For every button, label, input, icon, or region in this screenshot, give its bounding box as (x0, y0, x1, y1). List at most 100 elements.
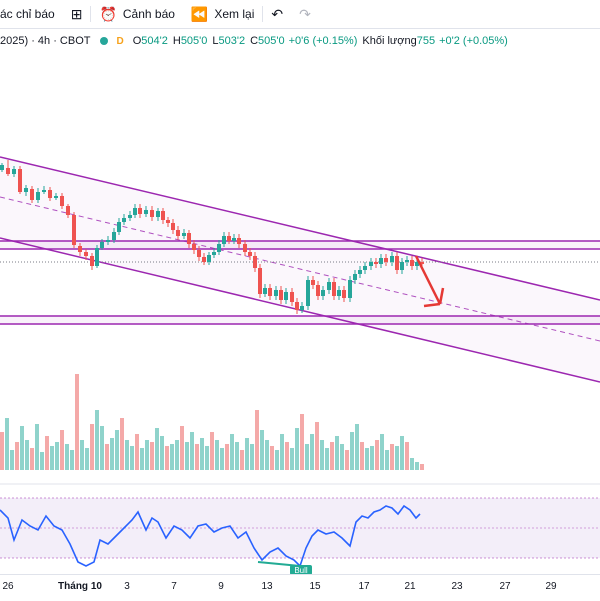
candle-body (395, 256, 399, 270)
candle-body (106, 240, 110, 242)
candle-body (207, 255, 211, 262)
volume-bar (325, 448, 329, 470)
replay-label: Xem lại (214, 7, 255, 21)
time-axis-tick: 23 (451, 581, 463, 592)
volume-bar (385, 450, 389, 470)
candle-body (353, 274, 357, 280)
time-axis-tick: 3 (124, 581, 130, 592)
volume-bar (125, 440, 129, 470)
candle-body (217, 244, 221, 252)
volume-bar (420, 464, 424, 470)
volume-bar (355, 424, 359, 470)
candle-body (420, 262, 424, 264)
resistance-zone (0, 241, 600, 249)
candle-body (284, 292, 288, 300)
ohlc-legend: 2025) · 4h · CBOT D O 504'2 H 505'0 L 503'2… (0, 30, 508, 52)
volume-bar (120, 418, 124, 470)
candle-body (321, 290, 325, 296)
volume-bar (310, 434, 314, 470)
low-label: L (212, 35, 219, 47)
candle-body (100, 242, 104, 248)
candle-body (202, 257, 206, 262)
bull-badge (290, 565, 312, 575)
candle-body (212, 252, 216, 255)
volume-bar (260, 430, 264, 470)
redo-button[interactable]: ↷ (291, 0, 319, 28)
undo-button[interactable]: ↶ (263, 0, 291, 28)
volume-bar (285, 442, 289, 470)
candle-body (197, 250, 201, 257)
candle-body (274, 290, 278, 296)
replay-button[interactable]: ⏪ Xem lại (183, 0, 262, 28)
volume-bar (25, 440, 29, 470)
close-value: 505'0 (258, 35, 285, 47)
volume-bar (30, 448, 34, 470)
volume-bar (245, 438, 249, 470)
symbol-label[interactable]: 2025) · 4h · CBOT (0, 35, 91, 47)
volume-bar (0, 432, 4, 470)
candle-body (295, 302, 299, 310)
indicators-label: ác chỉ báo (0, 7, 55, 21)
volume-bar (255, 410, 259, 470)
candle-body (290, 292, 294, 302)
alerts-button[interactable]: ⏰ Cảnh báo (91, 0, 182, 28)
volume-bar (130, 446, 134, 470)
channel-mid-line[interactable] (0, 196, 600, 342)
change-value: +0'6 (+0.15%) (288, 35, 358, 47)
volume-bar (280, 434, 284, 470)
volume-bar (365, 448, 369, 470)
candle-body (66, 206, 70, 215)
candle-body (30, 189, 34, 200)
candle-body (128, 215, 132, 218)
volume-bar (240, 450, 244, 470)
time-axis-tick: 13 (261, 581, 273, 592)
candle-body (117, 222, 121, 232)
volume-bar (250, 444, 254, 470)
volume-bar (305, 444, 309, 470)
volume-bar (275, 450, 279, 470)
candle-body (390, 256, 394, 262)
volume-bar (315, 422, 319, 470)
separator (90, 6, 92, 22)
candle-body (379, 258, 383, 264)
volume-bar (205, 446, 209, 470)
candle-body (279, 290, 283, 300)
top-toolbar: ác chỉ báo ⊞ ⏰ Cảnh báo ⏪ Xem lại ↶ ↷ (0, 0, 600, 29)
candle-body (90, 256, 94, 266)
candle-body (405, 260, 409, 262)
candle-body (60, 196, 64, 206)
volume-bar (195, 444, 199, 470)
candle-body (161, 211, 165, 220)
forecast-arrow[interactable] (414, 255, 445, 308)
volume-bar (20, 426, 24, 470)
volume-bar (10, 450, 14, 470)
candle-body (138, 208, 142, 214)
volume-bar (105, 444, 109, 470)
candle-body (342, 290, 346, 298)
volume-bar (345, 450, 349, 470)
candle-body (227, 236, 231, 241)
volume-label: Khối lượng (362, 35, 417, 47)
volume-bar (135, 434, 139, 470)
candle-body (95, 248, 99, 266)
time-axis-tick: 27 (499, 581, 511, 592)
indicators-button[interactable]: ác chỉ báo (0, 0, 63, 28)
time-axis[interactable]: 26 Tháng 10 3 7 9 13 15 17 21 23 27 29 (0, 574, 600, 601)
open-label: O (132, 35, 142, 47)
volume-bar (335, 436, 339, 470)
channel-upper-line[interactable] (0, 156, 600, 301)
volume-bar (320, 440, 324, 470)
undo-icon: ↶ (271, 5, 284, 22)
volume-bar (210, 432, 214, 470)
high-value: 505'0 (180, 35, 208, 47)
volume-bar (330, 442, 334, 470)
candle-body (222, 236, 226, 244)
candle-body (48, 190, 52, 198)
volume-bar (410, 458, 414, 470)
layout-button[interactable]: ⊞ (63, 0, 91, 28)
candle-body (384, 258, 388, 262)
time-axis-tick: 21 (404, 581, 416, 592)
volume-bar (370, 446, 374, 470)
volume-bar (65, 444, 69, 470)
